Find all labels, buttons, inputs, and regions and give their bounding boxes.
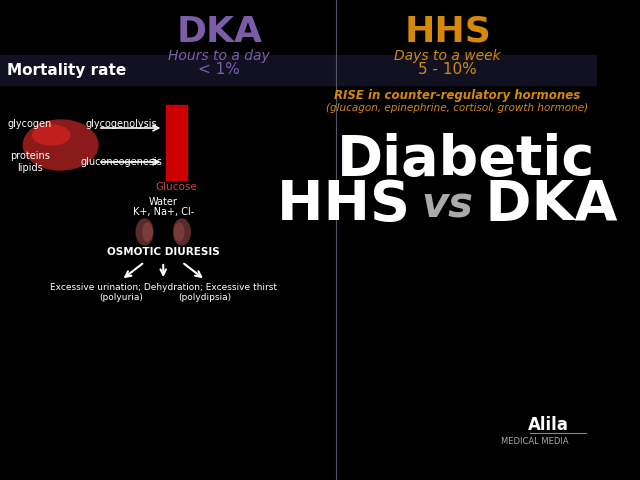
Bar [166,105,187,180]
Text: OSMOTIC DIURESIS: OSMOTIC DIURESIS [107,247,220,257]
Text: glycogenolysis: glycogenolysis [86,119,157,129]
Bar [0,55,597,85]
Text: HHS: HHS [404,15,491,49]
Text: (polyuria): (polyuria) [99,292,143,301]
Text: glycogen: glycogen [8,119,52,129]
Ellipse shape [136,219,153,245]
Text: 5 - 10%: 5 - 10% [419,62,477,77]
Text: Alila: Alila [528,416,569,434]
Text: (polydipsia): (polydipsia) [179,292,232,301]
Text: gluconeogenesis: gluconeogenesis [81,157,162,167]
Text: K+, Na+, Cl-: K+, Na+, Cl- [132,207,194,217]
Text: proteins
lipids: proteins lipids [10,151,50,173]
Text: Water: Water [149,197,178,207]
Ellipse shape [23,120,98,170]
Text: Mortality rate: Mortality rate [8,62,127,77]
Text: Excessive urination; Dehydration; Excessive thirst: Excessive urination; Dehydration; Excess… [50,283,276,291]
Text: HHS: HHS [276,178,429,232]
Text: Diabetic: Diabetic [337,133,596,187]
Ellipse shape [175,223,184,241]
Ellipse shape [173,219,190,245]
Text: Glucose: Glucose [156,182,197,192]
Ellipse shape [33,125,70,145]
Text: DKA: DKA [176,15,262,49]
Text: MEDICAL MEDIA: MEDICAL MEDIA [501,437,569,446]
Text: Days to a week: Days to a week [394,49,501,63]
Text: DKA: DKA [467,178,618,232]
Text: (glucagon, epinephrine, cortisol, growth hormone): (glucagon, epinephrine, cortisol, growth… [326,103,588,113]
Text: RISE in counter-regulatory hormones: RISE in counter-regulatory hormones [334,88,580,101]
Ellipse shape [143,223,152,241]
Text: vs: vs [422,184,474,226]
Text: Hours to a day: Hours to a day [168,49,270,63]
Text: < 1%: < 1% [198,62,240,77]
